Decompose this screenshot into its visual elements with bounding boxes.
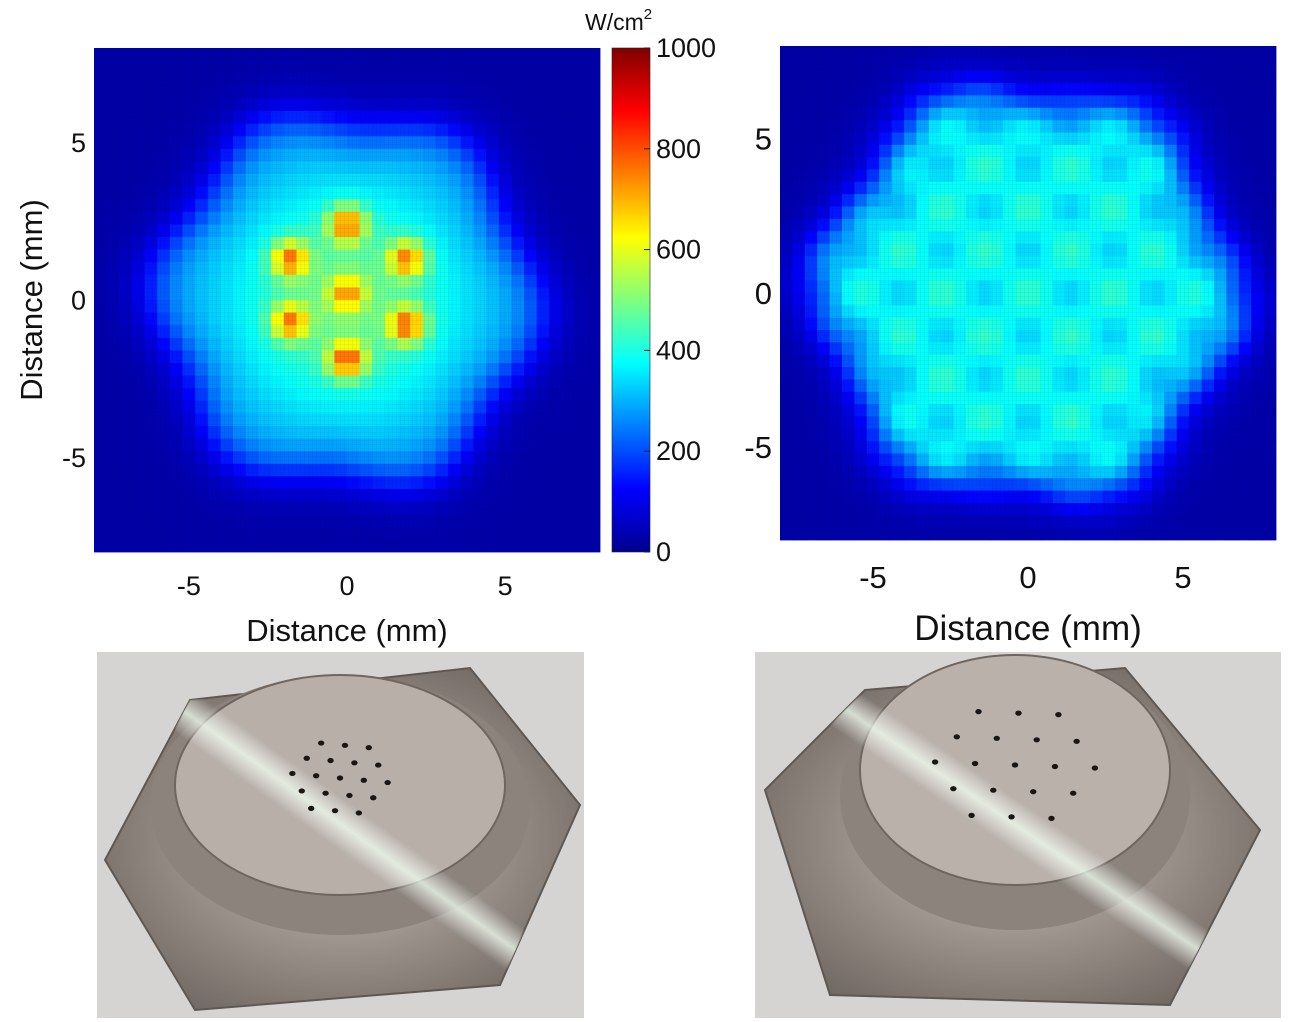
left-holes — [289, 740, 391, 816]
hole — [1073, 738, 1080, 744]
hole — [931, 759, 939, 765]
hole — [322, 790, 329, 796]
right-axis-ticks: -5 0 5 -5 0 5 — [744, 121, 1191, 595]
x-tick-label: 5 — [498, 571, 513, 601]
left-heatmap-grid — [94, 48, 600, 552]
colorbar-gradient — [611, 47, 651, 553]
hole — [384, 779, 391, 786]
colorbar-tick-label: 1000 — [656, 33, 716, 63]
colorbar-label: W/cm2 — [585, 6, 652, 35]
colorbar-tick-label: 600 — [656, 235, 701, 265]
hole — [375, 762, 382, 768]
right-holes — [931, 709, 1099, 821]
hole — [1055, 712, 1062, 718]
hole — [317, 740, 325, 746]
x-tick-label: -5 — [859, 560, 887, 595]
hole — [1051, 763, 1059, 770]
x-tick-label: 0 — [339, 571, 354, 601]
left-photo — [97, 652, 584, 1018]
hole — [289, 770, 296, 777]
hole — [990, 787, 997, 793]
colorbar-tick-label: 400 — [656, 335, 701, 365]
hole — [975, 709, 982, 715]
right-reflection — [765, 668, 1260, 1005]
right-xlabel: Distance (mm) — [914, 609, 1142, 648]
hole — [1011, 762, 1019, 768]
right-photo — [755, 652, 1281, 1018]
hole — [1033, 737, 1040, 743]
y-tick-label: 5 — [755, 121, 772, 156]
hole — [365, 745, 373, 751]
hole — [312, 773, 320, 779]
hole — [1069, 790, 1077, 796]
colorbar-tick-label: 0 — [656, 537, 671, 567]
hole — [1091, 765, 1099, 771]
hole — [336, 775, 344, 781]
y-tick-label: -5 — [744, 430, 772, 465]
x-tick-label: -5 — [177, 571, 201, 601]
colorbar: 0 200 400 600 800 1000 W/cm2 — [585, 6, 716, 567]
hole — [331, 808, 339, 814]
left-reflection — [105, 668, 580, 1010]
hole — [303, 755, 310, 761]
hole — [360, 777, 368, 783]
hole — [950, 786, 957, 792]
right-heatmap-grid — [780, 46, 1276, 540]
x-tick-label: 5 — [1174, 560, 1191, 595]
hole — [1015, 710, 1022, 716]
hole — [307, 805, 315, 811]
x-tick-label: 0 — [1019, 560, 1036, 595]
y-tick-label: -5 — [62, 443, 86, 473]
y-tick-label: 5 — [71, 128, 86, 158]
hole — [327, 757, 334, 764]
hole — [1048, 815, 1055, 821]
hole — [953, 734, 961, 740]
hole — [298, 788, 305, 794]
left-axis-ticks: -5 0 5 -5 0 5 — [62, 128, 513, 601]
colorbar-ticks: 0 200 400 600 800 1000 — [644, 33, 716, 567]
y-tick-label: 0 — [71, 285, 86, 315]
left-ylabel: Distance (mm) — [14, 199, 49, 401]
hole — [971, 760, 979, 767]
hole — [1008, 814, 1015, 820]
hole — [1030, 789, 1037, 795]
hole — [346, 792, 353, 799]
hole — [370, 795, 377, 801]
hole — [341, 742, 349, 748]
colorbar-tick-label: 200 — [656, 436, 701, 466]
left-heatmap-panel — [94, 48, 601, 553]
hole — [993, 735, 1000, 741]
colorbar-tick-label: 800 — [656, 134, 701, 164]
hole — [968, 812, 975, 818]
right-heatmap-panel — [780, 46, 1277, 541]
hole — [351, 760, 358, 766]
y-tick-label: 0 — [755, 276, 772, 311]
hole — [355, 810, 363, 816]
left-xlabel: Distance (mm) — [246, 613, 448, 648]
